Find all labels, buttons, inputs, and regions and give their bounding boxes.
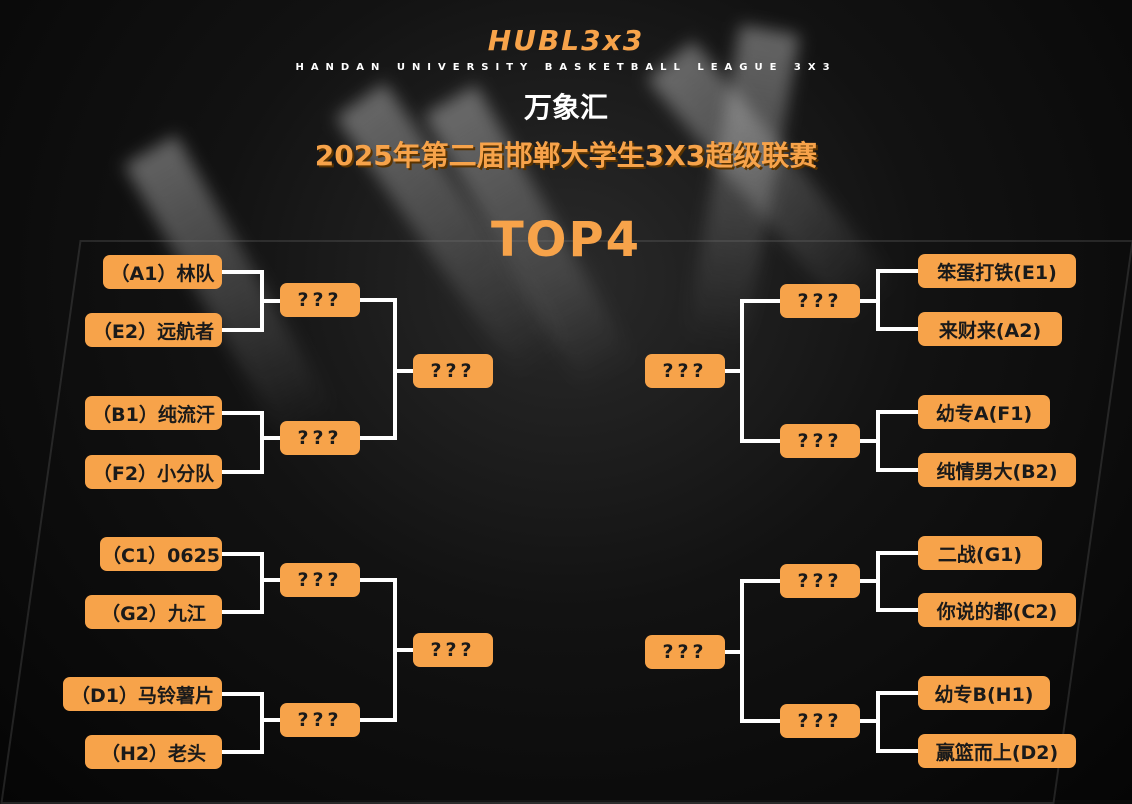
sponsor-name: 万象汇 — [523, 91, 608, 124]
left-semifinal-slot: ??? — [280, 563, 360, 597]
league-subtitle: HANDAN UNIVERSITY BASKETBALL LEAGUE 3X3 — [295, 62, 837, 73]
right-final-slot: ??? — [645, 635, 725, 669]
team-d2: 赢篮而上(D2) — [918, 734, 1076, 768]
bracket-line — [222, 552, 280, 614]
bracket-line — [860, 551, 918, 612]
left-semifinal-slot: ??? — [280, 703, 360, 737]
bracket-line — [860, 691, 918, 753]
bracket-line — [725, 299, 780, 443]
bracket-line — [360, 578, 413, 722]
team-a1: （A1）林队 — [103, 255, 222, 289]
right-semifinal-slot: ??? — [780, 424, 860, 458]
left-final-slot: ??? — [413, 633, 493, 667]
team-e1: 笨蛋打铁(E1) — [918, 254, 1076, 288]
left-semifinal-slot: ??? — [280, 421, 360, 455]
right-semifinal-slot: ??? — [780, 284, 860, 318]
team-b2: 纯情男大(B2) — [918, 453, 1076, 487]
team-d1: （D1）马铃薯片 — [63, 677, 222, 711]
stage-title: TOP4 — [490, 212, 642, 268]
left-final-slot: ??? — [413, 354, 493, 388]
team-h1: 幼专B(H1) — [918, 676, 1050, 710]
bracket-line — [222, 270, 280, 332]
right-final-slot: ??? — [645, 354, 725, 388]
bracket-line — [860, 410, 918, 472]
bracket-line — [360, 298, 413, 440]
team-g2: （G2）九江 — [85, 595, 222, 629]
team-c1: （C1）0625 — [100, 537, 222, 571]
event-title: 2025年第二届邯郸大学生3X3超级联赛 — [314, 139, 818, 172]
right-semifinal-slot: ??? — [780, 564, 860, 598]
bracket-line — [222, 411, 280, 474]
team-h2: （H2）老头 — [85, 735, 222, 769]
bracket-line — [222, 692, 280, 754]
bracket-line — [860, 269, 918, 331]
team-e2: （E2）远航者 — [85, 313, 222, 347]
team-c2: 你说的都(C2) — [918, 593, 1076, 627]
bracket-line — [725, 579, 780, 723]
team-g1: 二战(G1) — [918, 536, 1042, 570]
right-semifinal-slot: ??? — [780, 704, 860, 738]
left-semifinal-slot: ??? — [280, 283, 360, 317]
team-f2: （F2）小分队 — [85, 455, 222, 489]
team-b1: （B1）纯流汗 — [85, 396, 222, 430]
team-f1: 幼专A(F1) — [918, 395, 1050, 429]
team-a2: 来财来(A2) — [918, 312, 1062, 346]
league-logo: HUBL3x3 — [487, 24, 645, 57]
